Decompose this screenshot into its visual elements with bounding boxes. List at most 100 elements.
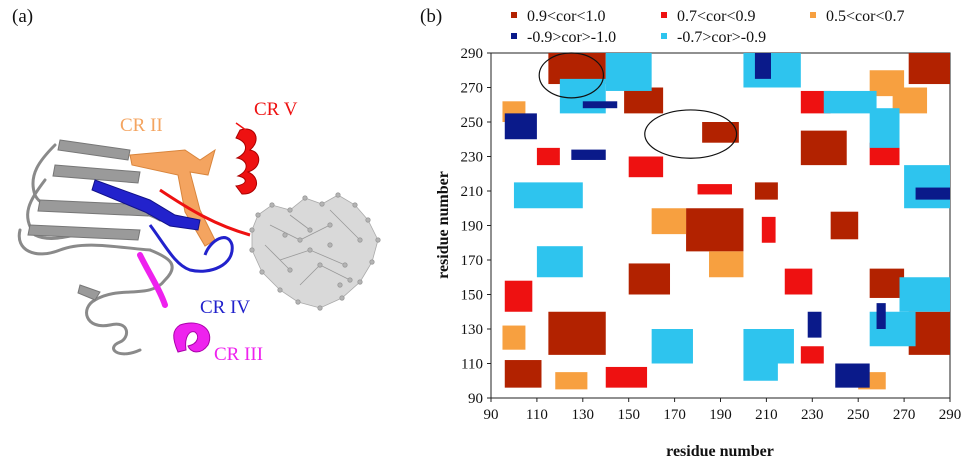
heatmap-cell [784, 268, 813, 295]
x-tick-label: 190 [709, 407, 732, 423]
heatmap-cell [807, 311, 822, 338]
heatmap-cell [504, 113, 537, 140]
cr-iii-label: CR III [214, 344, 263, 365]
cr-v-ribbon [235, 128, 260, 195]
heatmap-cell [830, 211, 859, 240]
legend-swatch-0 [511, 12, 517, 18]
x-axis-title: residue number [666, 443, 774, 460]
heatmap-cell [899, 277, 950, 312]
cr-iv-ribbon [91, 179, 201, 231]
ligand-cluster [249, 192, 381, 311]
heatmap-cell [555, 372, 588, 390]
legend-label-4: -0.7>cor>-0.9 [677, 29, 766, 46]
heatmap-cell [502, 325, 526, 350]
heatmap-cell [513, 182, 583, 209]
x-tick-label: 170 [663, 407, 686, 423]
cr-v-label: CR V [254, 99, 298, 120]
legend-label-3: -0.9>cor>-1.0 [527, 29, 616, 46]
legend-swatch-1 [661, 12, 667, 18]
heatmap-cell [702, 122, 739, 143]
heatmap-cell [548, 311, 606, 355]
heatmap-cell [651, 208, 687, 235]
y-tick-label: 90 [468, 391, 483, 407]
heatmap-cell [628, 263, 671, 295]
cr-ii-label: CR II [120, 115, 163, 136]
legend-swatch-3 [511, 33, 517, 39]
y-tick-label: 250 [461, 115, 484, 131]
heatmap-cell [582, 101, 618, 109]
protein-structure: CR II CR V CR IV CR III [17, 99, 381, 365]
cr-v-pointer [235, 122, 251, 134]
grey-strands [27, 139, 151, 301]
highlight-ellipse [538, 52, 605, 99]
x-tick-label: 110 [526, 407, 548, 423]
heatmap-cell [504, 360, 542, 388]
heatmap-cell [628, 156, 664, 178]
heatmap-cell [761, 329, 794, 364]
x-tick-label: 230 [801, 407, 824, 423]
y-tick-label: 170 [461, 253, 484, 269]
cr-iii-helix [173, 322, 211, 353]
y-tick-label: 270 [461, 81, 484, 97]
heatmap-cell [536, 147, 560, 166]
heatmap-cell [869, 268, 905, 298]
y-axis-title: residue number [435, 171, 452, 279]
heatmap-cell [908, 53, 950, 85]
heatmap-cell [697, 184, 732, 195]
heatmap-cell [915, 187, 950, 200]
y-tick-label: 150 [461, 288, 484, 304]
heatmap-cell [876, 303, 886, 329]
heatmap-cell [686, 208, 744, 252]
heatmap-cell [571, 149, 606, 160]
cr-v-loop [159, 188, 251, 237]
legend-label-0: 0.9<cor<1.0 [527, 8, 605, 25]
heatmap-cell [869, 108, 900, 148]
heatmap-cell [800, 130, 847, 166]
heatmap-cell [869, 142, 900, 166]
heatmap-cell [605, 366, 648, 388]
highlight-ellipses [538, 52, 738, 159]
heatmap-cell [504, 280, 533, 312]
x-tick-label: 210 [755, 407, 778, 423]
heatmap-cell [624, 87, 664, 114]
x-tick-label: 290 [939, 407, 962, 423]
y-axis-ticks: 90 110 130 150 170 190 210 230 250 270 290 [461, 46, 491, 407]
legend-swatch-2 [810, 12, 816, 18]
legend-label-2: 0.5<cor<0.7 [826, 8, 904, 25]
heatmap: 90 110 130 150 170 190 210 230 250 270 290 90 110 13… [461, 46, 962, 423]
heatmap-cell [754, 53, 771, 79]
y-tick-label: 190 [461, 219, 484, 235]
panel-b-label: (b) [420, 6, 443, 27]
heatmap-cell [823, 90, 877, 114]
y-tick-label: 210 [461, 184, 484, 200]
x-tick-label: 90 [484, 407, 499, 423]
x-tick-label: 130 [572, 407, 595, 423]
heatmap-cells [502, 53, 950, 390]
heatmap-cell [651, 329, 693, 364]
heatmap-cell [761, 216, 776, 243]
heatmap-cell [835, 363, 870, 388]
heatmap-cell [904, 165, 950, 209]
x-axis-ticks: 90 110 130 150 170 190 210 230 250 270 290 [484, 398, 962, 423]
highlight-ellipse [644, 109, 738, 159]
cr-iv-loop [148, 224, 234, 273]
y-tick-label: 230 [461, 150, 484, 166]
heatmap-cell [800, 90, 831, 114]
x-tick-label: 150 [617, 407, 640, 423]
heatmap-cell [754, 182, 778, 200]
cr-iv-label: CR IV [200, 297, 250, 318]
legend-swatch-4 [661, 33, 667, 39]
y-tick-label: 130 [461, 322, 484, 338]
y-tick-label: 290 [461, 46, 484, 62]
legend-label-1: 0.7<cor<0.9 [677, 8, 755, 25]
cr-iii-ribbon [137, 252, 168, 308]
panel-a-label: (a) [12, 6, 34, 27]
legend: 0.9<cor<1.0 0.7<cor<0.9 0.5<cor<0.7 -0.9… [511, 8, 904, 46]
x-tick-label: 250 [847, 407, 870, 423]
heatmap-cell [800, 346, 824, 364]
x-tick-label: 270 [893, 407, 916, 423]
y-tick-label: 110 [461, 357, 483, 373]
heatmap-cell [709, 251, 744, 278]
heatmap-cell [743, 53, 801, 88]
